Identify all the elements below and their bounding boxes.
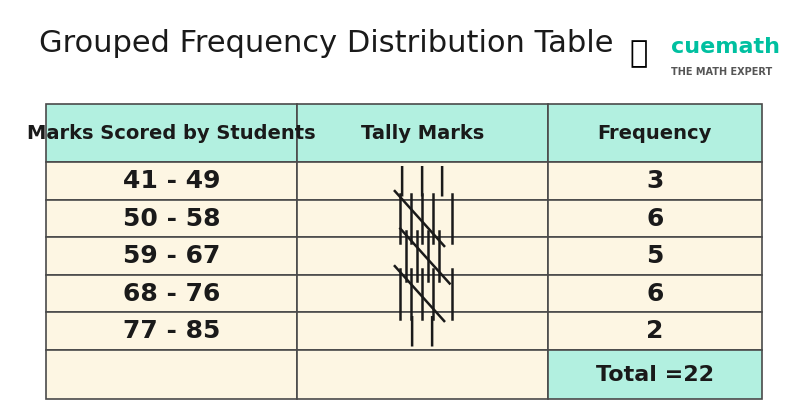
Bar [548, 162, 763, 200]
Text: 2: 2 [646, 319, 663, 343]
Bar [548, 275, 763, 312]
Text: | | |: | | | [397, 166, 448, 196]
Bar [46, 275, 297, 312]
Bar [46, 312, 297, 350]
Text: 6: 6 [646, 282, 663, 306]
Text: 3: 3 [646, 169, 663, 193]
Bar [297, 237, 548, 275]
Bar [46, 200, 297, 237]
Text: 68 - 76: 68 - 76 [123, 282, 220, 306]
Text: 77 - 85: 77 - 85 [123, 319, 220, 343]
Bar [297, 312, 548, 350]
Bar [46, 237, 297, 275]
Text: cuemath: cuemath [671, 37, 780, 57]
Bar [548, 200, 763, 237]
Text: Grouped Frequency Distribution Table: Grouped Frequency Distribution Table [38, 29, 614, 58]
Text: Frequency: Frequency [598, 124, 712, 143]
Text: Total =22: Total =22 [596, 364, 714, 385]
Text: Marks Scored by Students: Marks Scored by Students [27, 124, 316, 143]
Bar [297, 162, 548, 200]
Text: 50 - 58: 50 - 58 [123, 206, 220, 230]
Bar [46, 162, 297, 200]
Text: Tally Marks: Tally Marks [360, 124, 484, 143]
Bar [548, 237, 763, 275]
Text: 6: 6 [646, 206, 663, 230]
Bar [548, 312, 763, 350]
Text: 41 - 49: 41 - 49 [123, 169, 220, 193]
Text: 5: 5 [646, 244, 663, 268]
Text: 59 - 67: 59 - 67 [123, 244, 220, 268]
Text: | |: | | [407, 316, 437, 347]
Text: THE MATH EXPERT: THE MATH EXPERT [671, 67, 772, 77]
Bar [297, 200, 548, 237]
Bar [297, 275, 548, 312]
Text: 🚀: 🚀 [629, 40, 647, 69]
